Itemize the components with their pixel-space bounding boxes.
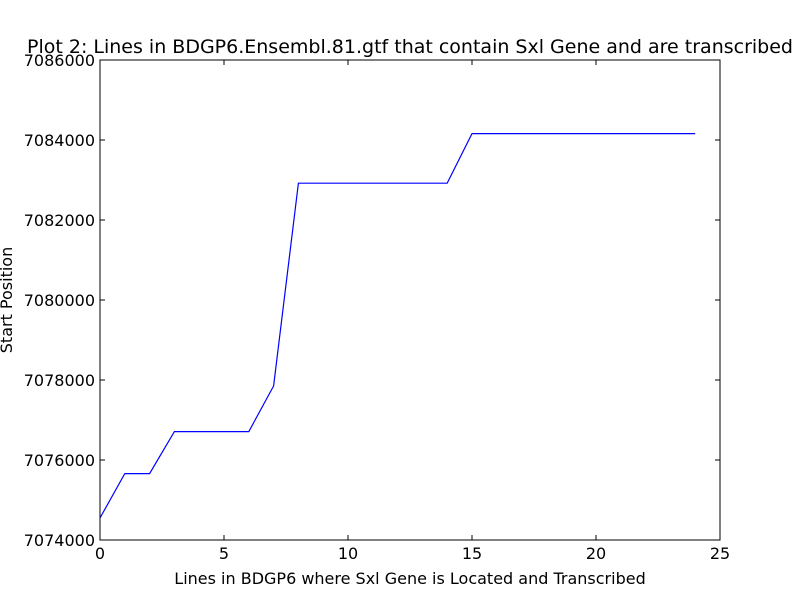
y-axis-label: Start Position — [0, 247, 16, 353]
y-tick-label: 7084000 — [24, 131, 95, 150]
chart-title: Plot 2: Lines in BDGP6.Ensembl.81.gtf th… — [27, 36, 793, 58]
x-tick-label: 5 — [219, 544, 229, 563]
y-tick-label: 7078000 — [24, 371, 95, 390]
y-tick-label: 7076000 — [24, 451, 95, 470]
x-axis: 0 5 10 15 20 25 — [95, 60, 730, 563]
x-tick-label: 10 — [338, 544, 358, 563]
x-tick-label: 0 — [95, 544, 105, 563]
x-tick-label: 25 — [710, 544, 730, 563]
plot-area — [99, 133, 696, 519]
y-axis: 7074000 7076000 7078000 7080000 7082000 70840… — [24, 51, 720, 550]
x-axis-label: Lines in BDGP6 where Sxl Gene is Located… — [174, 569, 645, 588]
y-tick-label: 7074000 — [24, 531, 95, 550]
x-tick-label: 20 — [586, 544, 606, 563]
y-tick-label: 7086000 — [24, 51, 95, 70]
x-tick-label: 15 — [462, 544, 482, 563]
series-line-1 — [99, 133, 696, 519]
y-tick-label: 7080000 — [24, 291, 95, 310]
y-tick-label: 7082000 — [24, 211, 95, 230]
